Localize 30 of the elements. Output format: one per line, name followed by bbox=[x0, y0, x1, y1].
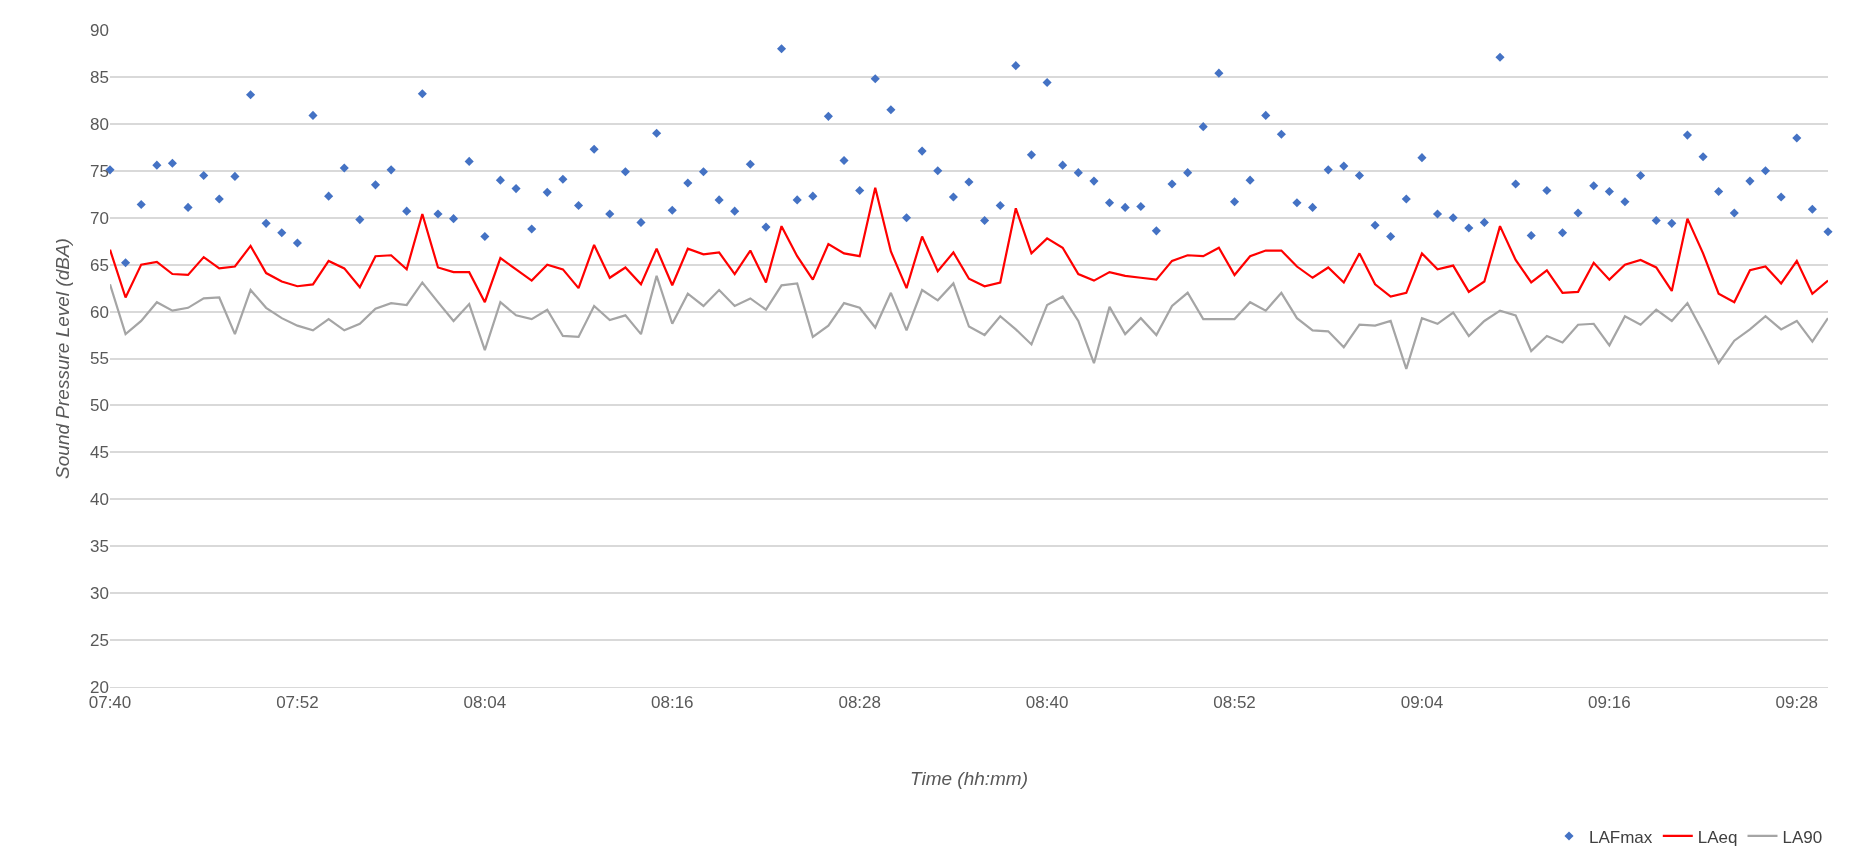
x-tick-label: 08:52 bbox=[1213, 693, 1256, 713]
x-tick-label: 09:16 bbox=[1588, 693, 1631, 713]
y-axis-title: Sound Pressure Level (dBA) bbox=[51, 238, 73, 479]
x-tick-label: 07:52 bbox=[276, 693, 319, 713]
y-tick-label: 45 bbox=[90, 443, 109, 463]
x-tick-label: 08:40 bbox=[1025, 693, 1069, 713]
x-tick-label: 09:28 bbox=[1775, 693, 1819, 713]
line-series bbox=[110, 186, 1828, 304]
y-tick-label: 85 bbox=[90, 67, 109, 87]
x-tick-label: 08:04 bbox=[463, 693, 507, 713]
y-tick-label: 60 bbox=[90, 302, 109, 322]
x-tick-label: 09:04 bbox=[1400, 693, 1444, 713]
y-tick-label: 40 bbox=[90, 490, 109, 510]
y-tick-label: 50 bbox=[90, 396, 109, 416]
x-axis-title: Time (hh:mm) bbox=[909, 768, 1029, 790]
y-tick-label: 25 bbox=[90, 631, 109, 651]
y-tick-label: 65 bbox=[90, 255, 109, 275]
y-tick-label: 70 bbox=[90, 208, 109, 228]
x-tick-label: 08:16 bbox=[650, 693, 694, 713]
x-tick-label: 08:28 bbox=[838, 693, 881, 713]
legend-label: LAFmax bbox=[1589, 827, 1653, 847]
legend-label: LAeq bbox=[1697, 827, 1738, 847]
legend-label: LA90 bbox=[1782, 827, 1823, 847]
line-series bbox=[110, 274, 1828, 370]
y-tick-label: 35 bbox=[90, 537, 109, 557]
y-tick-label: 55 bbox=[90, 349, 109, 369]
y-tick-label: 75 bbox=[90, 161, 109, 181]
y-tick-label: 90 bbox=[90, 20, 109, 40]
y-tick-label: 30 bbox=[90, 584, 109, 604]
y-tick-label: 80 bbox=[90, 114, 109, 134]
